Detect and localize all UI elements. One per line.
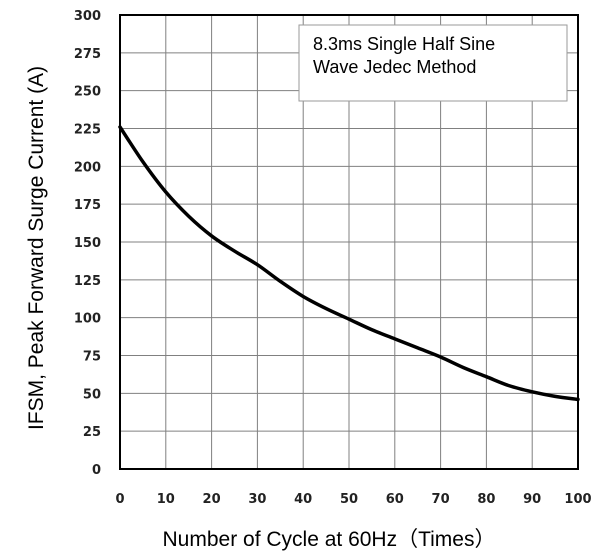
x-tick-label: 60 [386,492,404,507]
y-tick-label: 75 [83,350,101,365]
data-point [394,338,396,340]
y-tick-label: 200 [74,160,101,175]
y-tick-label: 175 [74,198,101,213]
y-tick-label: 0 [92,463,101,478]
plot-frame [119,14,579,470]
data-point [211,235,213,237]
y-tick-label: 125 [74,274,101,289]
x-tick-label: 50 [340,492,358,507]
data-point [417,347,419,349]
y-tick-label: 300 [74,9,101,24]
data-point [485,376,487,378]
data-point [256,264,258,266]
x-tick-label: 10 [157,492,175,507]
y-tick-label: 275 [74,47,101,62]
x-tick-label: 40 [294,492,312,507]
legend-text-line-2: Wave Jedec Method [313,57,476,77]
y-tick-label: 250 [74,85,101,100]
data-point [462,367,465,369]
y-tick-label: 50 [83,387,101,402]
x-tick-label: 100 [564,492,591,507]
data-point [531,391,533,393]
y-tick-labels: 0 25 50 75 100 125 150 175 200 225 250 275 300 [74,9,101,478]
x-tick-label: 20 [203,492,221,507]
y-axis-title: IFSM, Peak Forward Surge Current (A) [25,66,48,430]
y-tick-label: 100 [74,312,101,327]
data-point [371,329,373,331]
y-tick-label: 225 [74,123,101,138]
data-point [325,307,327,310]
legend-box: 8.3ms Single Half Sine Wave Jedec Method [298,24,568,102]
x-tick-label: 70 [432,492,450,507]
data-point [142,161,144,163]
series-layer [118,125,580,402]
x-tick-label: 80 [477,492,495,507]
data-point [554,395,556,397]
legend-frame [298,24,568,102]
data-point [440,356,442,358]
x-tick-label: 0 [115,492,124,507]
data-point [508,385,510,387]
data-point [233,250,236,252]
data-point [165,191,167,193]
data-point [188,215,190,217]
x-tick-label: 30 [248,492,266,507]
x-tick-label: 90 [523,492,541,507]
y-tick-label: 150 [74,236,101,251]
x-tick-labels: 0 10 20 30 40 50 60 70 80 90 100 [115,492,591,507]
x-axis-title: Number of Cycle at 60Hz（Times） [163,528,496,551]
data-point [279,280,281,282]
data-point [348,318,350,320]
y-tick-label: 25 [83,425,101,440]
legend-text-line-1: 8.3ms Single Half Sine [313,34,495,54]
data-point [302,295,304,298]
